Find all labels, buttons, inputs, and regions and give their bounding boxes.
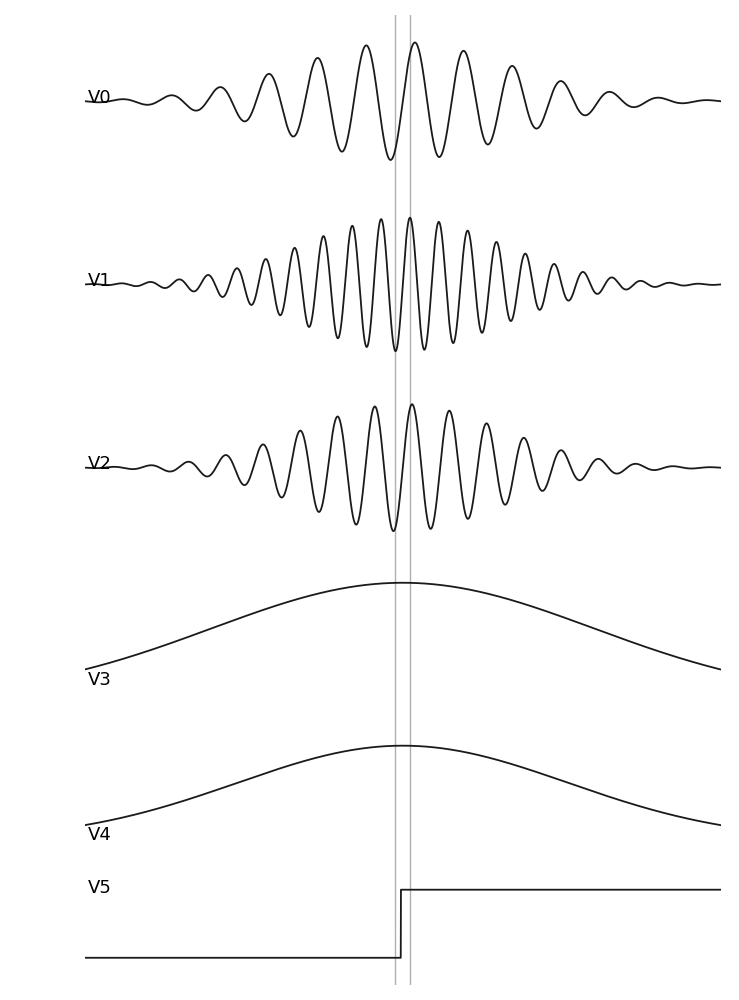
- Text: V1: V1: [88, 272, 112, 290]
- Text: V0: V0: [88, 89, 112, 107]
- Text: V4: V4: [88, 826, 112, 844]
- Text: V5: V5: [88, 879, 112, 897]
- Text: V3: V3: [88, 671, 112, 689]
- Text: V2: V2: [88, 455, 112, 473]
